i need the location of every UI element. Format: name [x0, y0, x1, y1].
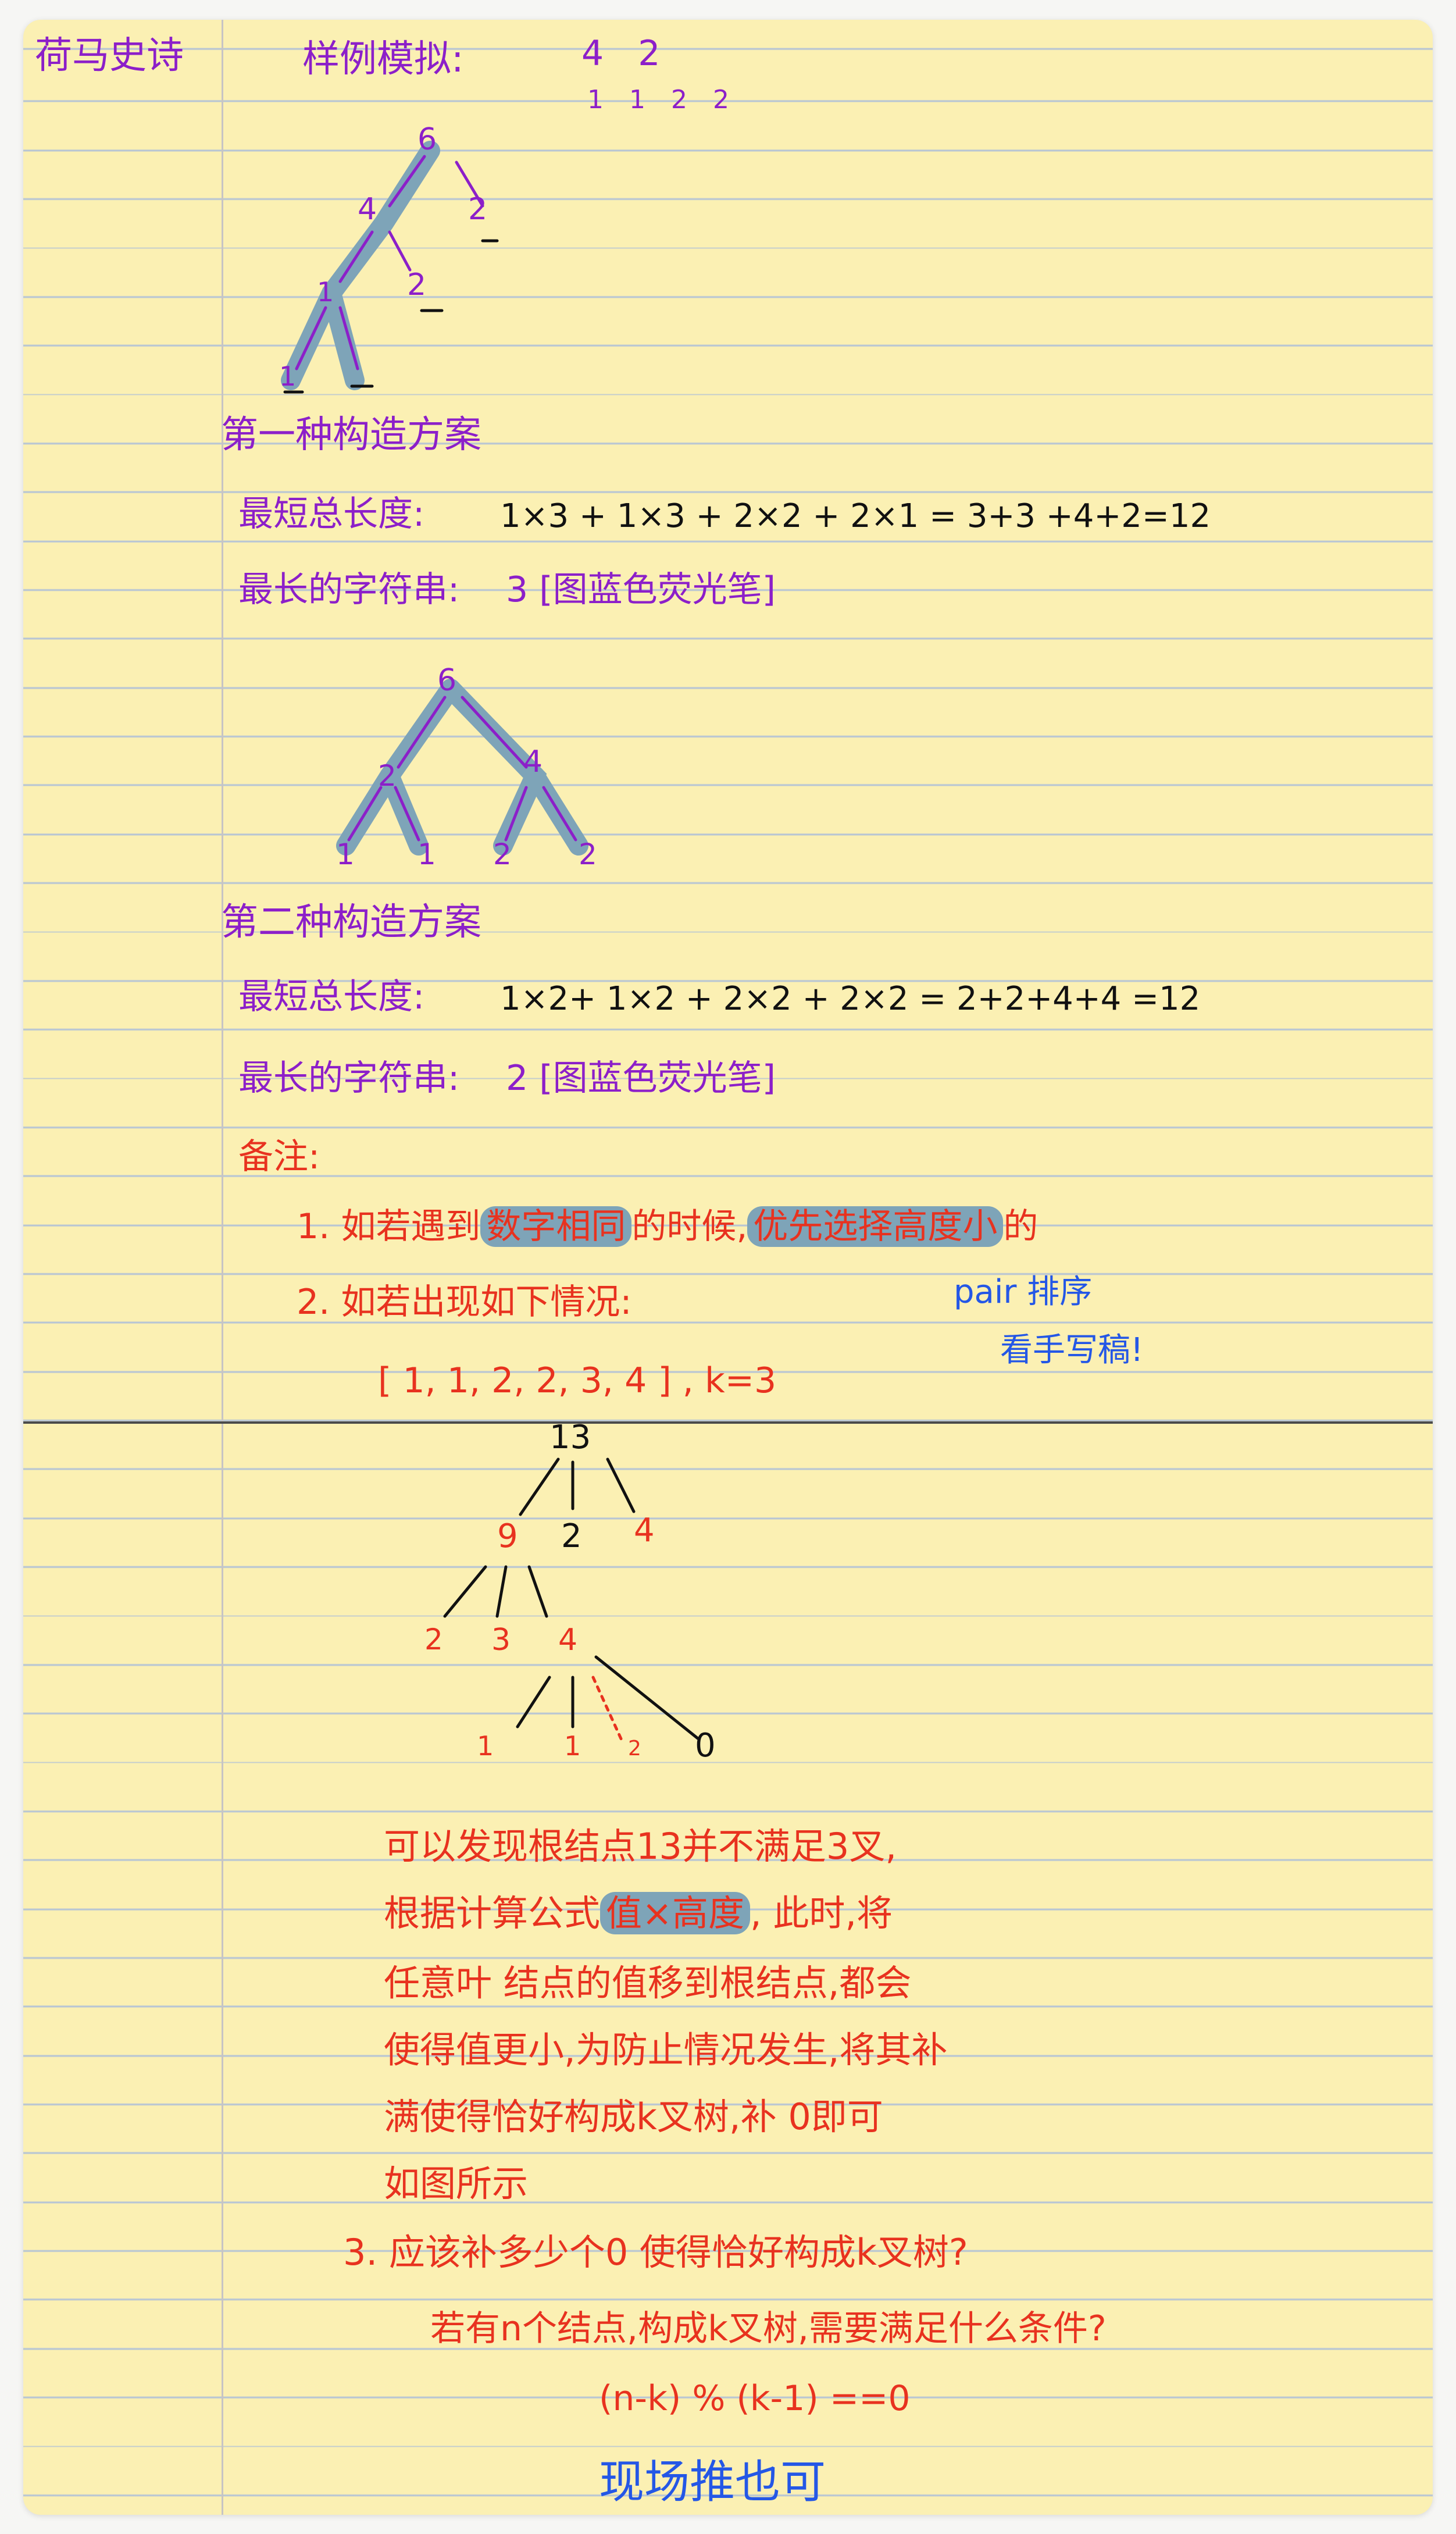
tree1-edge: [388, 230, 412, 272]
tree1-edge: [338, 230, 374, 283]
note2-data: [ 1, 1, 2, 2, 3, 4 ] , k=3: [378, 1360, 777, 1401]
tree3-node: 2: [561, 1517, 582, 1555]
tree2-edge: [394, 786, 420, 842]
tree1-node: 2: [468, 192, 488, 227]
scheme2-total-expr: 1×2+ 1×2 + 2×2 + 2×2 = 2+2+4+4 =12: [500, 980, 1201, 1018]
tree3-node: 1: [477, 1730, 494, 1762]
drawings-layer: [281, 141, 700, 1743]
tree1-node: 4: [358, 192, 377, 227]
tree2-edge: [461, 696, 528, 769]
tree2-node: 1: [417, 837, 436, 871]
tree2-edge: [397, 696, 447, 769]
tree2-node: 2: [378, 759, 397, 793]
tree1-edge: [388, 155, 426, 208]
tree1-edge: [295, 306, 327, 370]
explanation-line3: 任意叶 结点的值移到根结点,都会: [384, 1962, 912, 2004]
scheme2-title: 第二种构造方案: [221, 901, 481, 944]
tree2-edge: [504, 786, 528, 842]
tree3-edge: [443, 1565, 487, 1618]
scheme1-total-label: 最短总长度:: [238, 494, 425, 534]
tree3-node: 4: [558, 1623, 578, 1658]
tree2-edge: [347, 786, 383, 842]
note1-mid: 的时候,: [631, 1206, 748, 1247]
explanation-line5: 满使得恰好构成k叉树,补 0即可: [384, 2095, 883, 2138]
tree2-node: 2: [493, 837, 512, 871]
note1-suffix: 的: [1003, 1206, 1039, 1247]
explanation-line1: 可以发现根结点13并不满足3叉,: [384, 1825, 897, 1867]
note-page: 荷马史诗 样例模拟: 4 2 1 1 2 2 6 4 2 2 1 1 第一种构造…: [23, 20, 1433, 2515]
tree1-edge: [338, 306, 359, 370]
sample-nk: 4 2: [581, 33, 672, 74]
section-divider: [23, 1421, 1433, 1424]
tree3-node: 1: [564, 1730, 581, 1762]
tree1-edge: [455, 161, 484, 208]
scheme1-max-label: 最长的字符串:: [238, 569, 460, 610]
tree3-edge: [519, 1457, 560, 1516]
note1-prefix: 1. 如若遇到: [297, 1206, 481, 1247]
explanation-line2: 根据计算公式 值×高度, 此时,将: [384, 1892, 893, 1934]
tree3-node: 13: [549, 1419, 591, 1456]
tree3-node: 3: [491, 1623, 511, 1658]
tree3-edge-added: [594, 1655, 700, 1740]
scheme2-max-expr: 2 [图蓝色荧光笔]: [506, 1058, 776, 1099]
author-title: 荷马史诗: [35, 34, 184, 77]
explanation-line6: 如图所示: [384, 2162, 529, 2205]
tree1-node: 1: [279, 361, 297, 392]
tree1-node: 6: [417, 122, 437, 157]
scheme1-total-expr: 1×3 + 1×3 + 2×2 + 2×1 = 3+3 +4+2=12: [500, 497, 1211, 535]
tree3-node: 2: [628, 1737, 641, 1760]
question-line1: 3. 应该补多少个0 使得恰好构成k叉树?: [343, 2231, 968, 2273]
sample-weights: 1 1 2 2: [587, 85, 729, 115]
tree1-highlight-path-right: [322, 283, 365, 390]
note1-highlight-lower-height: 优先选择高度小: [747, 1206, 1004, 1247]
question-line2: 若有n个结点,构成k叉树,需要满足什么条件?: [430, 2308, 1107, 2349]
tree3-edge: [606, 1457, 636, 1513]
tree1-diagram: [281, 141, 499, 394]
scheme1-max-expr: 3 [图蓝色荧光笔]: [506, 569, 776, 610]
aside-note-pair-sort: pair 排序: [954, 1273, 1093, 1311]
tree2-diagram: [336, 679, 588, 856]
scheme2-max-label: 最长的字符串:: [238, 1058, 460, 1099]
tree3-edge-dashed: [591, 1676, 624, 1743]
tree3-node: 9: [497, 1517, 518, 1555]
tree1-highlight-path-left: [281, 141, 440, 390]
sample-title: 样例模拟:: [302, 38, 464, 81]
tree3-edge: [527, 1565, 548, 1618]
tree2-node: 1: [336, 837, 355, 871]
tree2-node: 2: [579, 837, 597, 871]
tree1-node: 2: [407, 268, 427, 302]
explanation-line2-prefix: 根据计算公式: [384, 1892, 601, 1934]
note1: 1. 如若遇到 数字相同 的时候, 优先选择高度小的: [297, 1206, 1039, 1247]
margin-line: [222, 20, 223, 2515]
tree2-highlight-path: [441, 679, 547, 856]
notes-title: 备注:: [238, 1136, 320, 1177]
tree1-node: 1: [317, 276, 334, 308]
tree2-node: 6: [437, 663, 457, 698]
scheme2-total-label: 最短总长度:: [238, 976, 425, 1017]
explanation-line4: 使得值更小,为防止情况发生,将其补: [384, 2029, 948, 2071]
explanation-highlight-formula: 值×高度: [600, 1892, 750, 1934]
tree3-node: 0: [695, 1727, 716, 1765]
tree3-node: 2: [424, 1623, 443, 1656]
scheme1-title: 第一种构造方案: [221, 414, 481, 457]
explanation-line2-suffix: , 此时,将: [750, 1892, 893, 1934]
aside-note-handwritten: 看手写稿!: [1000, 1331, 1144, 1369]
tree3-edge: [495, 1565, 508, 1618]
note2: 2. 如若出现如下情况:: [297, 1282, 632, 1323]
note1-highlight-same-number: 数字相同: [480, 1206, 632, 1247]
tree3-diagram: [443, 1457, 700, 1743]
tree2-edge: [542, 786, 577, 842]
question-conclusion: 现场推也可: [599, 2456, 826, 2508]
ruled-lines: [23, 20, 1433, 2515]
question-formula: (n-k) % (k-1) ==0: [599, 2378, 911, 2419]
tree3-edge: [516, 1676, 551, 1728]
tree3-node: 4: [634, 1512, 655, 1549]
tree2-node: 4: [523, 744, 543, 779]
